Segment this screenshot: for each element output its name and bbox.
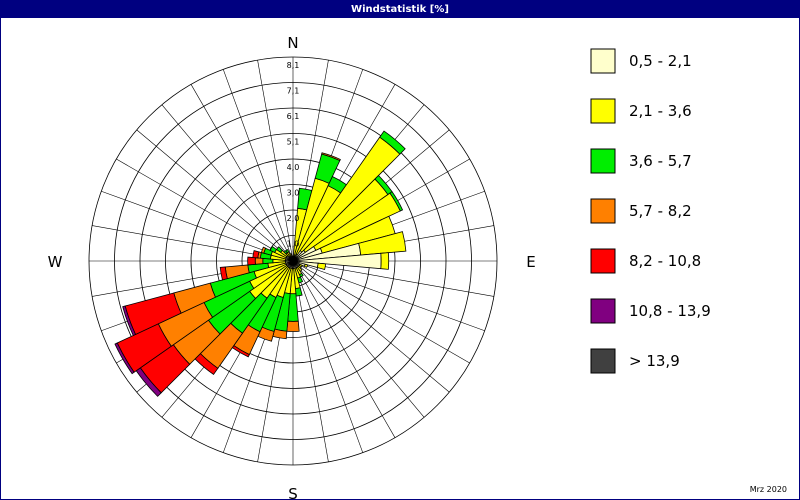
- wind-sectors: [114, 130, 407, 397]
- sector-90-class-1: [380, 252, 390, 270]
- title-bar: Windstatistik [%]: [1, 1, 799, 18]
- center-point: [290, 258, 296, 264]
- sector-60-class-2: [389, 191, 404, 212]
- legend-label: > 13,9: [629, 352, 680, 370]
- sector-110-class-1: [303, 263, 309, 268]
- legend-swatch: [590, 148, 616, 174]
- direction-label-east: E: [526, 253, 535, 271]
- direction-label-south: S: [288, 485, 298, 499]
- grid-spoke: [292, 260, 485, 332]
- grid-spoke: [292, 260, 470, 364]
- sector-80-class-1: [358, 231, 407, 256]
- grid-spoke: [101, 190, 294, 262]
- legend-label: 5,7 - 8,2: [629, 202, 692, 220]
- sector-170-class-2: [294, 287, 303, 297]
- compass-labels: N E S W: [48, 34, 536, 499]
- radial-tick-label: 8,1: [287, 61, 300, 70]
- sector-300-class-2: [269, 245, 278, 254]
- sector-280-class-4: [252, 250, 260, 259]
- sector-20-class-3: [321, 152, 341, 162]
- grid-spoke: [292, 260, 494, 297]
- radial-tick-labels: 1,0 2,0 3,0 4,0 5,1 6,1 7,1 8,1: [287, 61, 300, 249]
- sector-100-class-1: [316, 262, 327, 270]
- direction-label-west: W: [48, 253, 63, 271]
- grid-spoke: [222, 69, 294, 262]
- sector-290-class-3: [260, 246, 267, 254]
- radial-tick-label: 3,0: [287, 189, 300, 198]
- grid-spoke: [257, 60, 294, 262]
- legend-label: 3,6 - 5,7: [629, 152, 692, 170]
- grid-spoke: [292, 260, 425, 418]
- grid-spoke: [190, 84, 294, 262]
- legend-swatch: [590, 98, 616, 124]
- grid-spoke: [292, 260, 450, 393]
- footer-date: Mrz 2020: [749, 485, 787, 494]
- legend-label: 0,5 - 2,1: [629, 52, 692, 70]
- legend-swatch: [590, 198, 616, 224]
- grid-spoke: [292, 260, 396, 438]
- sector-250-class-5: [122, 305, 137, 337]
- sector-310-class-2: [275, 246, 283, 253]
- legend-swatch: [590, 298, 616, 324]
- radial-tick-label: 2,0: [287, 214, 300, 223]
- grid-spoke: [116, 158, 294, 262]
- radial-tick-label: 4,0: [287, 163, 300, 172]
- legend: 0,5 - 2,1 2,1 - 3,6 3,6 - 5,7 5,7 - 8,2 8,2 …: [590, 48, 711, 374]
- radial-tick-label: 6,1: [287, 112, 300, 121]
- sector-40-class-2: [379, 130, 406, 155]
- sector-270-class-3: [254, 257, 264, 265]
- sector-330-class-2: [285, 249, 290, 254]
- sector-180-class-3: [286, 320, 300, 332]
- sector-260-class-4: [219, 266, 228, 281]
- legend-swatch: [590, 248, 616, 274]
- legend-swatch: [590, 48, 616, 74]
- direction-label-north: N: [287, 34, 298, 52]
- legend-label: 10,8 - 13,9: [629, 302, 711, 320]
- radial-tick-label: 1,0: [287, 240, 300, 249]
- radial-tick-label: 5,1: [287, 138, 300, 147]
- legend-swatch: [590, 348, 616, 374]
- grid-spoke: [292, 260, 364, 453]
- legend-label: 2,1 - 3,6: [629, 102, 692, 120]
- sector-240-class-5: [114, 342, 135, 375]
- legend-label: 8,2 - 10,8: [629, 252, 701, 270]
- grid-spoke: [136, 129, 294, 262]
- grid-spoke: [161, 104, 294, 262]
- sector-270-class-4: [247, 256, 256, 266]
- radial-tick-label: 7,1: [287, 87, 300, 96]
